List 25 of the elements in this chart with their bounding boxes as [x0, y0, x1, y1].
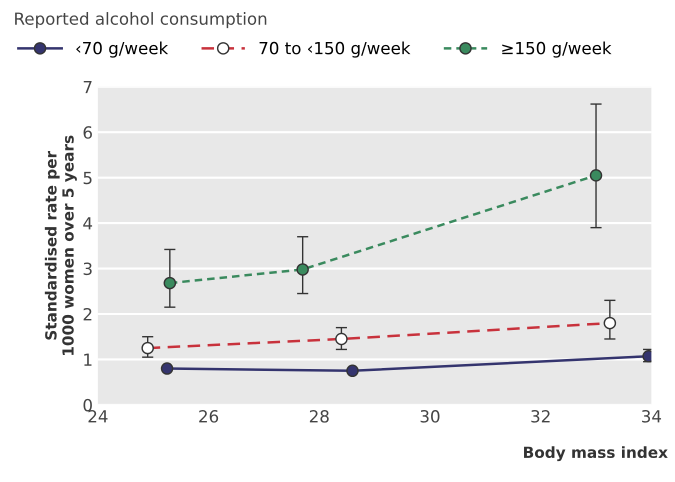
x-tick-label: 30 [420, 410, 440, 423]
y-tick-label: 7 [84, 80, 92, 94]
x-tick-label: 28 [310, 410, 329, 423]
x-tick-label: 24 [88, 410, 108, 422]
point [346, 364, 359, 378]
point [296, 263, 309, 276]
legend-label: 70 to ‹150 g/week [260, 42, 410, 58]
point [590, 169, 602, 182]
legend-label: ≥150 g/week [502, 42, 612, 58]
point [160, 362, 174, 375]
legend-label: ‹70 g/week [76, 42, 168, 58]
y-tick-label: 5 [84, 172, 92, 184]
point [164, 276, 176, 290]
x-axis-title: Body mass index [524, 446, 668, 462]
y-tick-label: 2 [84, 308, 92, 320]
y-tick-label: 4 [83, 217, 92, 230]
y-tick-label: 0 [84, 398, 92, 412]
y-tick-label: 6 [84, 126, 92, 139]
y-tick-label: 3 [84, 262, 92, 276]
y-tick-label: 1 [84, 354, 92, 366]
x-tick-label: 34 [642, 410, 662, 423]
x-tick-label: 26 [199, 410, 218, 423]
legend-title: Reported alcohol consumption [15, 12, 266, 28]
y-axis-title: Standardised rate per 1000 women over 5 years [44, 136, 77, 355]
x-tick-label: 32 [531, 410, 550, 423]
